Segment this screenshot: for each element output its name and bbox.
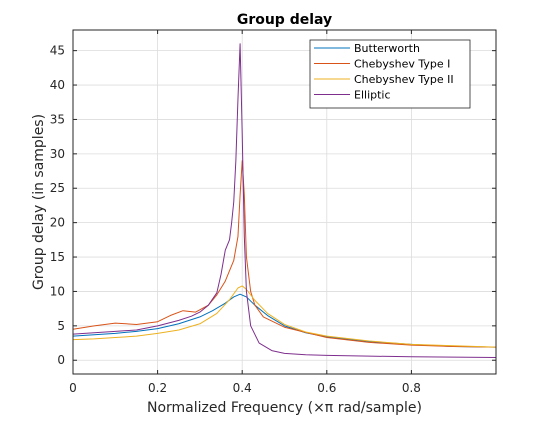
- plot-area-border: [72, 29, 497, 375]
- y-tick-label: 35: [50, 112, 65, 126]
- legend-label: Chebyshev Type II: [354, 73, 454, 86]
- y-axis-label: Group delay (in samples): [31, 114, 47, 290]
- legend-box: [309, 39, 471, 109]
- y-tick-label: 15: [50, 250, 65, 264]
- chart-title: Group delay: [237, 12, 332, 28]
- x-tick-label: 0: [69, 381, 77, 395]
- y-tick-label: 40: [50, 78, 65, 92]
- series-line-chebyshev-type-ii: [72, 285, 497, 348]
- y-tick-label: 5: [57, 319, 65, 333]
- x-tick-label: 0.4: [233, 381, 252, 395]
- grid: [72, 30, 496, 374]
- x-tick-label: 0.8: [402, 381, 421, 395]
- x-tick-label: 0.2: [148, 381, 167, 395]
- x-axis-label: Normalized Frequency (×π rad/sample): [147, 400, 422, 416]
- y-tick-label: 20: [50, 216, 65, 230]
- axis-ticks: 0 0.2 0.4 0.6 0.8 0 5 10 15 20 25 30 35 40 45: [50, 30, 496, 395]
- x-tick-label: 0.6: [317, 381, 336, 395]
- y-tick-label: 30: [50, 147, 65, 161]
- series-line-butterworth: [72, 293, 497, 348]
- y-tick-label: 0: [57, 353, 65, 367]
- series-layer: [72, 43, 497, 358]
- legend-label: Elliptic: [354, 89, 391, 102]
- y-tick-label: 45: [50, 44, 65, 58]
- legend: Butterworth Chebyshev Type I Chebyshev Typ…: [309, 39, 471, 109]
- y-tick-label: 25: [50, 181, 65, 195]
- legend-label: Butterworth: [354, 42, 420, 55]
- legend-label: Chebyshev Type I: [354, 58, 450, 71]
- series-line-elliptic: [72, 43, 497, 358]
- series-line-chebyshev-type-i: [72, 160, 497, 348]
- y-tick-label: 10: [50, 284, 65, 298]
